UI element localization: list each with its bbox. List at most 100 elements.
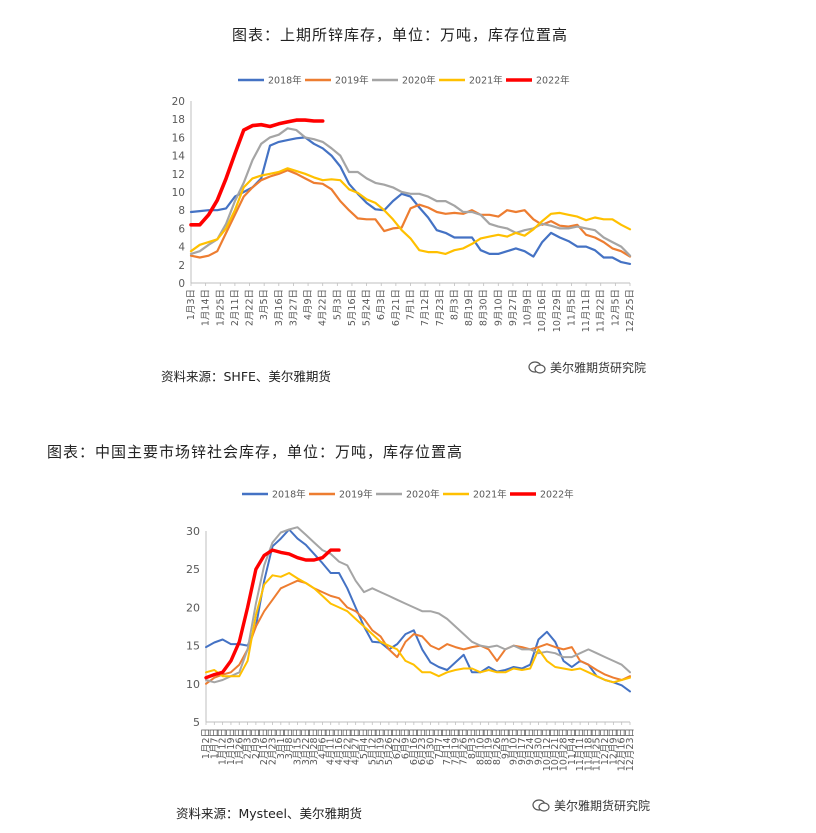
x-tick-label: 12月5日 [610,289,621,326]
x-tick-label: 1月2日 [201,728,212,759]
y-tick-label: 0 [178,278,185,290]
x-tick-label: 4月22日 [318,289,329,326]
x-tick-label: 8月3日 [467,728,478,759]
x-tick-label: 7月23日 [435,289,446,326]
series-line-2018年 [189,136,632,265]
y-tick-label: 10 [172,187,185,199]
x-tick-label: 9月10日 [493,289,504,326]
x-tick-label: 5月26日 [384,728,395,765]
x-tick-label: 6月16日 [409,728,420,765]
x-tick-label: 9月24日 [525,728,536,765]
y-tick-label: 20 [186,601,200,614]
x-tick-label: 5月4日 [359,728,370,759]
series-line-2022年 [189,118,325,227]
series-line-2022年 [204,548,341,680]
chart1-source: 资料来源：SHFE、美尔雅期货 [161,369,331,384]
x-tick-label: 3月27日 [288,289,299,326]
x-tick-label: 7月12日 [420,289,431,326]
x-tick-label: 10月9日 [523,289,534,326]
x-tick-label: 11月4日 [567,728,578,765]
x-tick-label: 11月5日 [566,289,577,326]
watermark-text: 美尔雅期货研究院 [554,799,651,813]
x-tick-label: 7月19日 [450,728,461,765]
x-tick-label: 3月8日 [284,728,295,759]
x-tick-label: 11月18日 [583,728,594,771]
x-tick-label: 7月7日 [434,728,445,759]
watermark-1: 美尔雅期货研究院 [528,359,646,376]
x-tick-label: 2月22日 [245,289,256,326]
x-tick-label: 11月25日 [592,728,603,771]
x-tick-label: 12月16日 [617,728,628,771]
x-tick-label: 1月14日 [201,289,212,326]
x-tick-label: 9月10日 [509,728,520,765]
x-tick-label: 7月26日 [459,728,470,765]
x-tick-label: 3月22日 [301,728,312,765]
x-tick-label: 6月30日 [425,728,436,765]
x-tick-label: 8月19日 [464,289,475,326]
x-tick-label: 12月2日 [600,728,611,765]
x-tick-label: 4月16日 [334,728,345,765]
x-tick-label: 4月6日 [317,728,328,759]
x-tick-label: 5月12日 [367,728,378,765]
y-tick-label: 4 [178,242,185,254]
y-tick-label: 6 [178,223,185,235]
watermark-text: 美尔雅期货研究院 [550,361,647,375]
legend-label: 2019年 [335,75,369,87]
x-tick-label: 3月28日 [309,728,320,765]
x-tick-label: 12月23日 [625,728,636,771]
x-tick-label: 1月7日 [209,728,220,759]
y-tick-label: 2 [178,260,185,272]
x-tick-label: 3月15日 [292,728,303,765]
x-tick-label: 5月16日 [347,289,358,326]
x-tick-label: 8月30日 [479,289,490,326]
series-line-2018年 [205,528,631,693]
x-tick-label: 9月17日 [517,728,528,765]
x-tick-label: 6月23日 [417,728,428,765]
x-tick-label: 11月11日 [581,289,592,332]
legend-label: 2020年 [406,489,440,501]
x-tick-label: 3月1日 [276,728,287,759]
watermark-2: 美尔雅期货研究院 [532,797,650,814]
x-tick-label: 2月23日 [268,728,279,765]
series-line-2020年 [205,526,631,684]
x-tick-label: 2月11日 [230,289,241,326]
x-tick-label: 3月16日 [274,289,285,326]
y-tick-label: 18 [172,114,185,126]
x-tick-label: 12月25日 [625,289,636,332]
x-tick-label: 5月19日 [376,728,387,765]
y-tick-label: 16 [172,132,186,144]
legend-label: 2018年 [268,75,302,87]
y-tick-label: 8 [178,205,185,217]
y-tick-label: 20 [172,96,185,108]
legend-label: 2019年 [339,489,373,501]
chart1-svg: 0 2 4 6 8 10 12 14 16 18 20 1月3日 1月14日 1月25日 2月11日 2月22… [172,75,636,333]
x-tick-label: 11月11日 [575,728,586,771]
x-tick-label: 5月3日 [332,289,343,320]
y-tick-label: 30 [186,525,200,538]
chart2-title: 图表：中国主要市场锌社会库存，单位：万吨，库存位置高 [47,443,464,461]
x-tick-label: 11月22日 [596,289,607,332]
legend-label: 2022年 [540,489,574,501]
x-tick-label: 1月12日 [218,728,229,765]
y-tick-label: 25 [186,563,200,576]
x-tick-label: 8月3日 [449,289,460,320]
series-line-2020年 [189,127,632,257]
series-line-2021年 [189,167,632,255]
series-line-2019年 [205,579,631,685]
y-tick-label: 14 [172,151,186,163]
x-tick-label: 6月3日 [376,289,387,320]
x-tick-label: 6月21日 [391,289,402,326]
x-tick-label: 7月1日 [406,289,417,320]
x-tick-label: 9月3日 [500,728,511,759]
x-tick-label: 9月27日 [508,289,519,326]
x-tick-label: 1月3日 [186,289,197,320]
x-tick-label: 2月9日 [251,728,262,759]
legend-label: 2021年 [469,75,503,87]
legend-label: 2020年 [402,75,436,87]
wechat-icon [532,799,550,812]
x-tick-label: 4月9日 [303,289,314,320]
wechat-icon [528,361,546,374]
y-tick-label: 10 [186,678,200,691]
x-tick-label: 12月9日 [608,728,619,765]
